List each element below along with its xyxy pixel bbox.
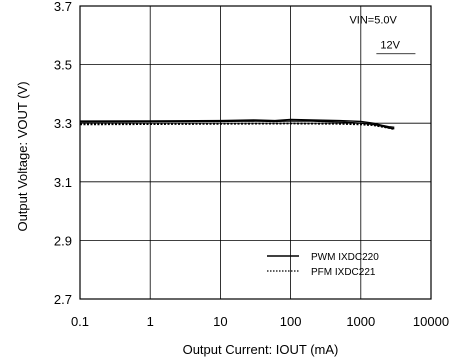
series-line-1 [79, 118, 395, 128]
y-axis-title: Output Voltage: VOUT (V) [15, 81, 30, 231]
legend-label: PFM IXDC221 [311, 267, 376, 278]
y-tick-label: 2.9 [54, 233, 72, 248]
annotation-2: 12V [380, 39, 400, 51]
x-tick-label: 10000 [413, 314, 449, 329]
x-tick-labels: 0.1 1 10 100 1000 10000 [71, 314, 449, 329]
annotations: VIN=5.0V 12V [349, 15, 416, 55]
y-tick-label: 3.5 [54, 58, 72, 73]
x-tick-label: 100 [280, 314, 302, 329]
annotation-1: VIN=5.0V [349, 15, 397, 27]
x-tick-label: 1000 [346, 314, 375, 329]
plot-frame [79, 5, 432, 300]
legend-label: PWM IXDC220 [311, 252, 379, 263]
series-layer [79, 118, 395, 130]
y-tick-label: 2.7 [54, 292, 72, 307]
y-tick-labels: 2.7 2.9 3.1 3.3 3.5 3.7 [54, 0, 72, 307]
y-tick-label: 3.3 [54, 116, 72, 131]
x-tick-label: 0.1 [71, 314, 89, 329]
y-tick-label: 3.7 [54, 0, 72, 14]
legend: PWM IXDC220 PFM IXDC221 [267, 252, 379, 278]
x-tick-label: 10 [213, 314, 227, 329]
x-tick-label: 1 [147, 314, 154, 329]
y-tick-label: 3.1 [54, 175, 72, 190]
series-line-4 [79, 123, 395, 130]
x-axis-title: Output Current: IOUT (mA) [183, 342, 339, 357]
